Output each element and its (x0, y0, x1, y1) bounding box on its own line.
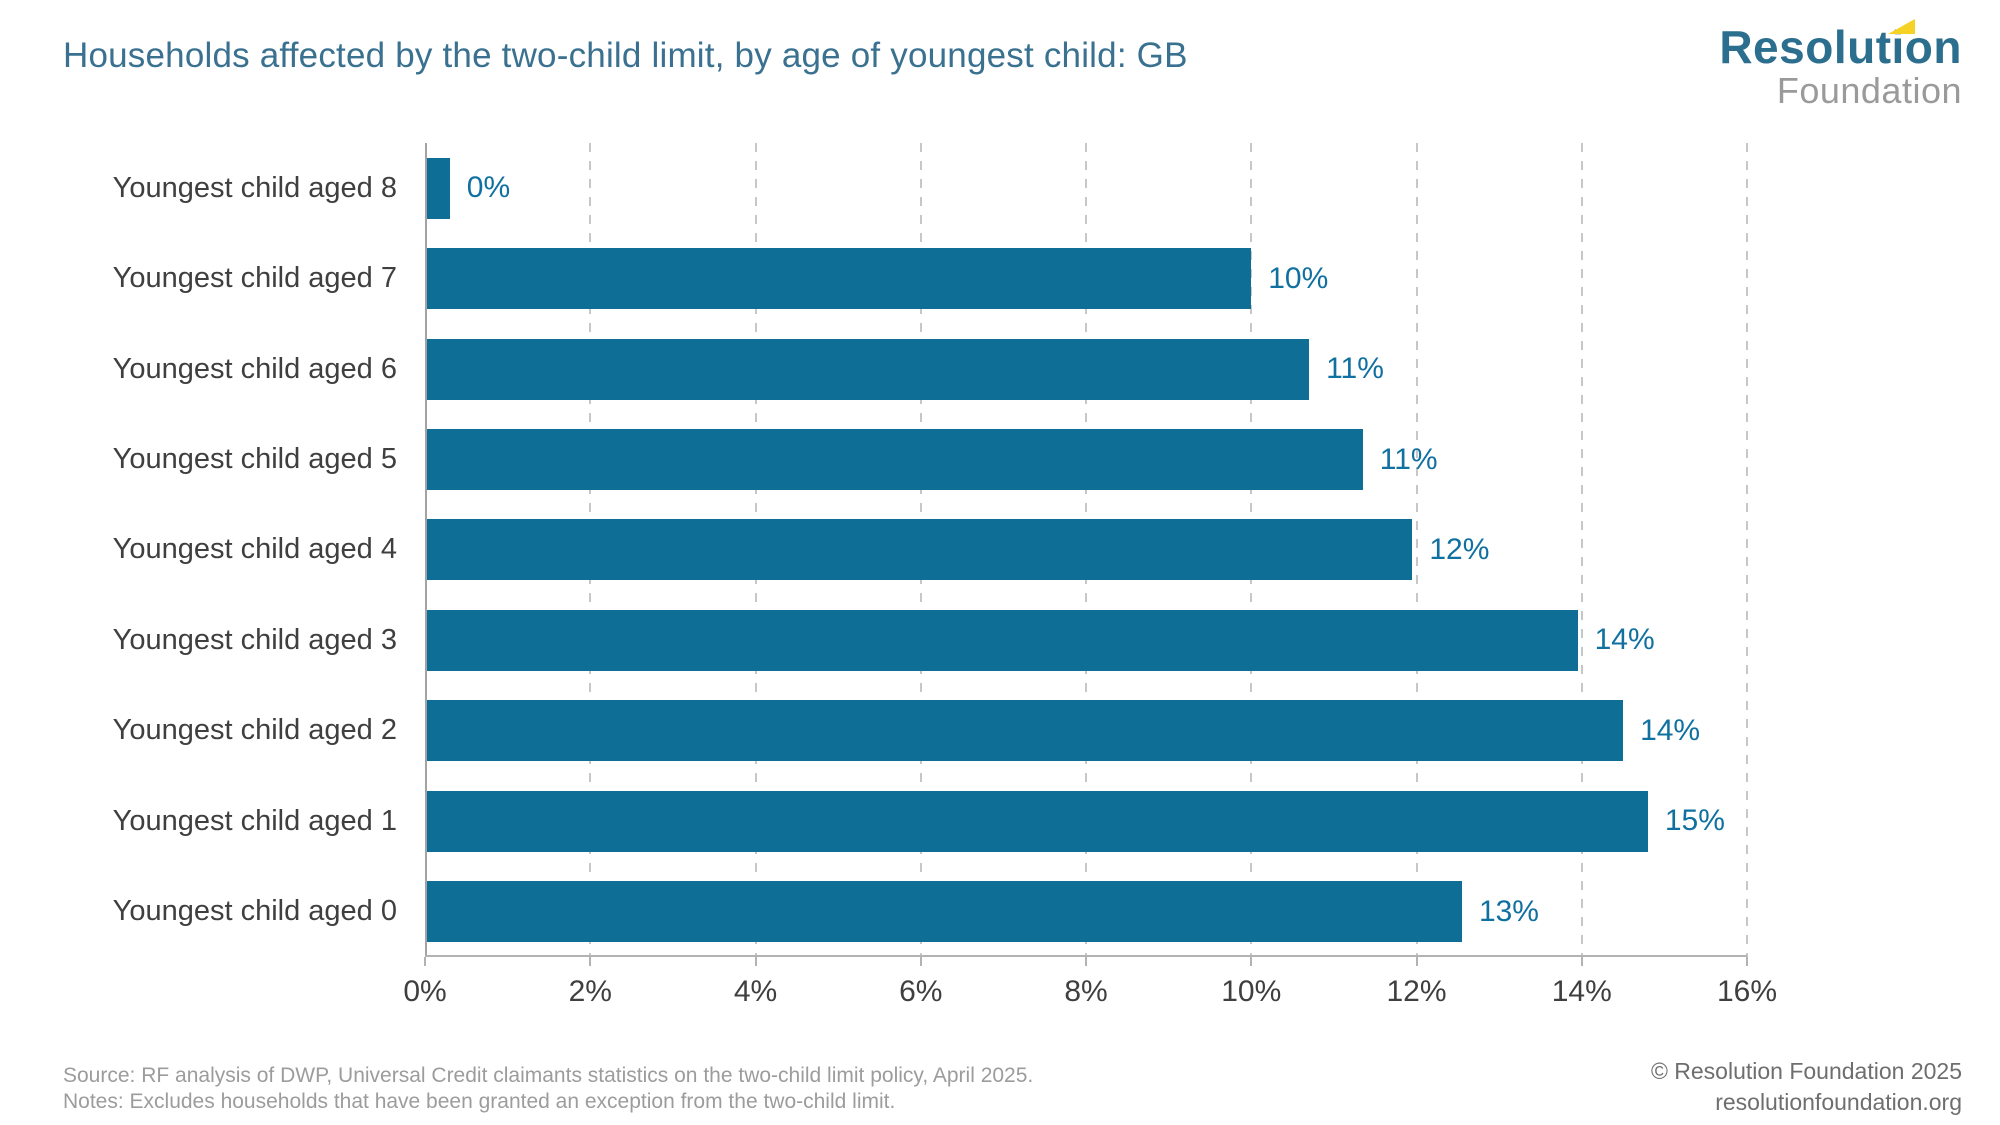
copyright-block: © Resolution Foundation 2025 resolutionf… (1651, 1056, 1962, 1118)
bar-value-label: 10% (1268, 261, 1329, 295)
x-axis-line (425, 955, 1747, 957)
bar-row: 15% (425, 776, 1747, 866)
bar-row: 10% (425, 233, 1747, 323)
source-line: Source: RF analysis of DWP, Universal Cr… (63, 1064, 1034, 1087)
bar-value-label: 14% (1594, 623, 1655, 657)
source-notes: Source: RF analysis of DWP, Universal Cr… (63, 1063, 1033, 1115)
bar (425, 248, 1252, 310)
category-label: Youngest child aged 7 (112, 262, 397, 295)
x-tick-label: 8% (1064, 975, 1108, 1008)
category-label: Youngest child aged 0 (112, 895, 397, 928)
category-labels: Youngest child aged 8 Youngest child aged… (40, 143, 397, 957)
website-line: resolutionfoundation.org (1715, 1089, 1962, 1115)
bar-value-label: 0% (466, 171, 511, 205)
notes-line: Notes: Excludes households that have bee… (63, 1090, 896, 1113)
category-label: Youngest child aged 5 (112, 443, 397, 476)
category-label: Youngest child aged 6 (112, 352, 397, 385)
bar (425, 881, 1462, 943)
bar-value-label: 14% (1640, 713, 1701, 747)
logo-resolution-label: Resolution (1719, 21, 1962, 73)
category-label: Youngest child aged 2 (112, 714, 397, 747)
bar-value-label: 13% (1478, 894, 1539, 928)
logo-foundation-text: Foundation (1776, 70, 1962, 111)
bar (425, 429, 1363, 491)
plot-area: 0% 10% 11% 11% 12% 14% 14% 15% 13% (425, 143, 1748, 957)
bar-row: 14% (425, 686, 1747, 776)
bar-row: 11% (425, 324, 1747, 414)
bar-row: 12% (425, 505, 1747, 595)
category-label: Youngest child aged 1 (112, 804, 397, 837)
bar (425, 700, 1624, 762)
x-tick-label: 14% (1551, 975, 1612, 1008)
bar (425, 157, 450, 219)
x-tick-mark (1085, 957, 1087, 966)
x-tick-mark (1746, 957, 1748, 966)
bar-row: 0% (425, 143, 1747, 233)
x-tick-label: 2% (568, 975, 612, 1008)
x-tick-label: 0% (403, 975, 447, 1008)
bar (425, 609, 1578, 671)
gridline (1415, 143, 1418, 957)
gridline (1580, 143, 1583, 957)
resolution-foundation-logo: Resolution Foundation (1719, 19, 1962, 111)
bar-row: 14% (425, 595, 1747, 685)
y-axis-line (425, 143, 427, 957)
logo-resolution-text: Resolution (1719, 19, 1962, 73)
bar-row: 13% (425, 867, 1747, 957)
gridline (1746, 143, 1748, 957)
chart-title: Households affected by the two-child lim… (63, 36, 1188, 75)
bar (425, 338, 1310, 400)
x-tick-mark (919, 957, 922, 966)
x-tick-label: 16% (1716, 975, 1778, 1008)
bars: 0% 10% 11% 11% 12% 14% 14% 15% 13% (425, 143, 1747, 957)
bar (425, 519, 1413, 581)
bar-value-label: 11% (1379, 442, 1438, 476)
category-label: Youngest child aged 3 (112, 623, 397, 656)
bar-row: 11% (425, 414, 1747, 504)
category-label: Youngest child aged 4 (112, 533, 397, 566)
bar (425, 790, 1648, 852)
x-tick-mark (1250, 957, 1253, 966)
x-tick-label: 4% (733, 975, 778, 1008)
bar-value-label: 15% (1664, 804, 1725, 838)
x-tick-mark (589, 957, 592, 966)
x-tick-label: 10% (1221, 975, 1282, 1008)
x-tick-mark (1415, 957, 1418, 966)
x-tick-mark (424, 957, 426, 966)
category-label: Youngest child aged 8 (112, 171, 397, 204)
bar-value-label: 12% (1429, 532, 1490, 566)
x-tick-label: 6% (899, 975, 943, 1008)
x-tick-mark (754, 957, 757, 966)
bar-value-label: 11% (1326, 352, 1384, 386)
x-tick-mark (1580, 957, 1583, 966)
copyright-line: © Resolution Foundation 2025 (1650, 1058, 1962, 1084)
x-tick-label: 12% (1386, 975, 1447, 1008)
